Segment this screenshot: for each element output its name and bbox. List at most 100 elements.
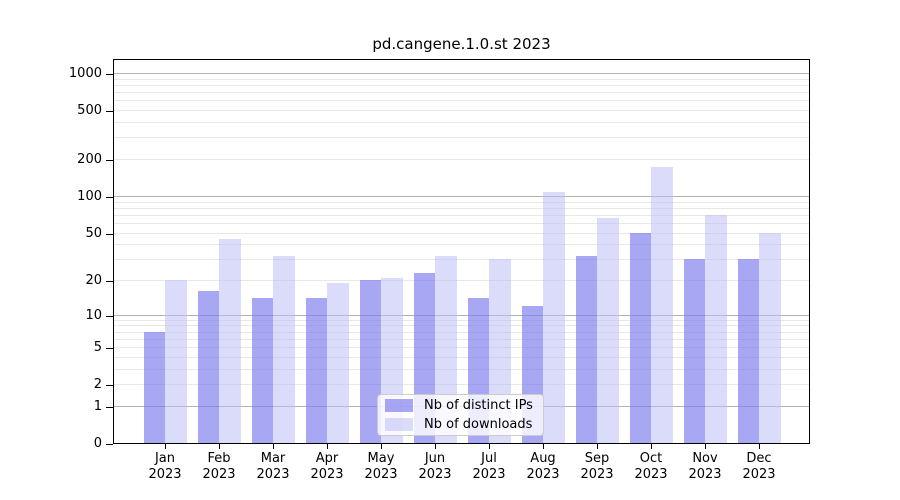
y-tick (106, 281, 113, 282)
legend-swatch-distinct-ips-icon (385, 399, 413, 412)
minor-gridline (114, 137, 809, 139)
x-tick-label-month: Mar (260, 451, 286, 466)
legend-label-downloads: Nb of downloads (424, 417, 533, 432)
legend-label-distinct-ips: Nb of distinct IPs (424, 398, 533, 413)
x-tick (759, 444, 760, 449)
minor-gridline (114, 85, 809, 86)
bar-distinct-ips-jan (143, 331, 165, 443)
x-tick-label-month: Oct (639, 451, 663, 466)
minor-gridline (114, 356, 809, 358)
plot-area (113, 59, 810, 444)
legend-item-distinct-ips: Nb of distinct IPs (378, 397, 543, 414)
bar-distinct-ips-nov (683, 259, 705, 443)
y-tick (106, 74, 113, 75)
x-tick (489, 444, 490, 449)
x-tick-label-month: May (367, 451, 395, 466)
x-tick-label-oct: Oct 2023 (624, 451, 678, 483)
legend: Nb of distinct IPs Nb of downloads (377, 394, 544, 436)
minor-gridline (114, 347, 809, 349)
x-tick-label-year: 2023 (634, 467, 668, 482)
bar-downloads-nov (705, 214, 727, 443)
bar-distinct-ips-mar (251, 298, 273, 443)
y-tick-label-1000: 1000 (68, 66, 102, 81)
bar-downloads-apr (327, 282, 349, 443)
x-tick-label-year: 2023 (256, 467, 290, 482)
x-tick-label-dec: Dec 2023 (732, 451, 786, 483)
x-tick (219, 444, 220, 449)
x-tick (651, 444, 652, 449)
bar-downloads-jan (165, 280, 187, 443)
x-tick-label-year: 2023 (148, 467, 182, 482)
x-tick (165, 444, 166, 449)
y-tick-label-200: 200 (77, 152, 102, 167)
y-tick (106, 315, 113, 317)
x-tick (435, 444, 436, 449)
x-tick (381, 444, 382, 449)
x-tick-label-year: 2023 (742, 467, 776, 482)
y-tick-label-2: 2 (93, 377, 102, 393)
x-tick-label-apr: Apr 2023 (300, 451, 354, 483)
minor-gridline (114, 384, 809, 386)
x-tick-label-month: Apr (315, 451, 339, 466)
x-tick-label-month: Aug (530, 451, 556, 466)
minor-gridline (114, 92, 809, 94)
minor-gridline (114, 232, 809, 234)
y-tick (106, 348, 113, 350)
minor-gridline (114, 122, 809, 123)
x-tick-label-year: 2023 (364, 467, 398, 482)
y-tick-label-50: 50 (85, 225, 102, 241)
x-tick-label-month: Feb (207, 451, 231, 466)
y-tick-label-100: 100 (77, 188, 102, 204)
x-tick (705, 444, 706, 449)
bar-distinct-ips-dec (737, 259, 759, 443)
bar-distinct-ips-oct (629, 232, 651, 443)
bar-downloads-mar (273, 255, 295, 443)
x-tick (273, 444, 274, 449)
x-tick-label-month: Dec (746, 451, 772, 466)
x-tick-label-aug: Aug 2023 (516, 451, 570, 483)
x-tick-label-month: Nov (692, 451, 718, 466)
x-tick-label-jul: Jul 2023 (462, 451, 516, 483)
y-tick (106, 111, 113, 113)
major-gridline (114, 314, 809, 316)
x-tick-label-year: 2023 (202, 467, 236, 482)
minor-gridline (114, 100, 809, 102)
x-tick-label-month: Jan (154, 451, 176, 466)
y-tick (106, 233, 113, 235)
minor-gridline (114, 259, 809, 261)
x-tick-label-year: 2023 (472, 467, 506, 482)
y-tick (106, 196, 113, 198)
x-tick-label-year: 2023 (310, 467, 344, 482)
legend-item-downloads: Nb of downloads (378, 416, 543, 433)
y-tick (106, 385, 113, 387)
x-tick-label-year: 2023 (526, 467, 560, 482)
minor-gridline (114, 207, 809, 209)
x-tick-label-may: May 2023 (354, 451, 408, 483)
bar-downloads-sep (597, 217, 619, 443)
minor-gridline (114, 214, 809, 216)
minor-gridline (114, 368, 809, 370)
major-gridline (114, 195, 809, 197)
y-tick-label-1: 1 (93, 398, 102, 414)
x-tick-label-month: Jul (481, 451, 497, 466)
y-tick-label-5: 5 (93, 340, 102, 356)
minor-gridline (114, 319, 809, 321)
minor-gridline (114, 331, 809, 333)
bar-distinct-ips-feb (197, 291, 219, 443)
minor-gridline (114, 325, 809, 327)
minor-gridline (114, 244, 809, 246)
x-tick-label-year: 2023 (580, 467, 614, 482)
bar-distinct-ips-sep (575, 255, 597, 443)
bar-downloads-oct (651, 167, 673, 443)
legend-swatch-downloads-icon (385, 418, 413, 431)
x-tick-label-year: 2023 (688, 467, 722, 482)
minor-gridline (114, 159, 809, 160)
chart-title: pd.cangene.1.0.st 2023 (372, 35, 551, 53)
x-tick (327, 444, 328, 449)
x-tick (543, 444, 544, 449)
y-tick-label-500: 500 (77, 103, 102, 119)
x-tick-label-mar: Mar 2023 (246, 451, 300, 483)
bar-downloads-aug (543, 192, 565, 443)
major-gridline (114, 73, 809, 74)
